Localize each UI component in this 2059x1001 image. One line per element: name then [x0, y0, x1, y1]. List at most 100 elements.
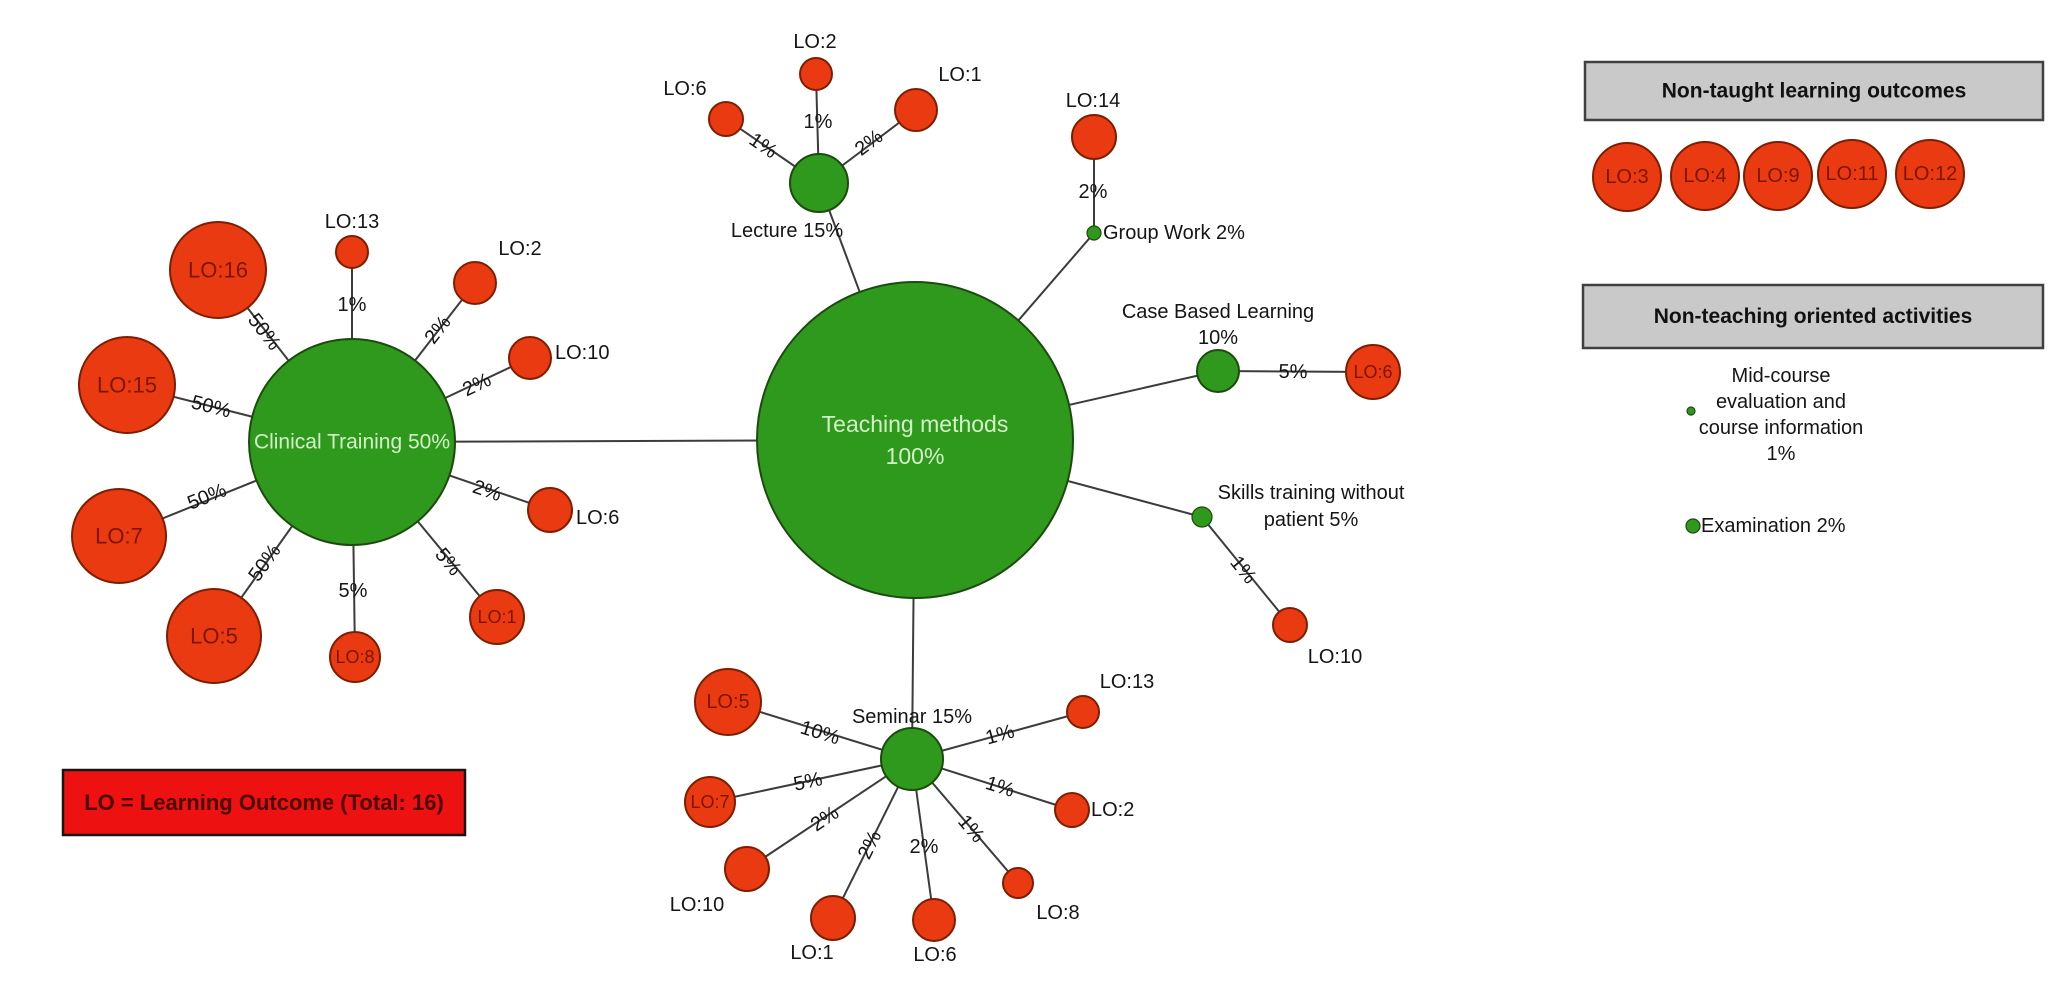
node-skills-training [1191, 506, 1213, 528]
edge-label-seminar--lo13-seminar: 1% [983, 720, 1017, 749]
node-label-lo10-clinical: LO:10 [555, 342, 609, 364]
node-label-lo8-clinical: LO:8 [335, 647, 374, 667]
lo-abbreviation-note-text: LO = Learning Outcome (Total: 16) [84, 790, 444, 815]
node-lo13-clinical [335, 235, 369, 269]
node-label-seminar: Seminar 15% [852, 706, 972, 728]
edge-seminar--lo10-seminar [746, 758, 913, 870]
node-lo10-seminar [724, 846, 770, 892]
node-label-group-work: Group Work 2% [1103, 222, 1245, 244]
node-lo9-legend [1743, 141, 1813, 211]
node-case-based-learning [1196, 349, 1240, 393]
node-label-teaching-methods: Teaching methods 100% [822, 411, 1009, 469]
node-label-lo7-seminar: LO:7 [690, 792, 729, 812]
node-lo1-lecture [894, 88, 938, 132]
node-lo8-seminar [1002, 867, 1034, 899]
edge-label-lecture--lo2-lecture: 1% [804, 111, 833, 133]
edge-label-case-based-learning--lo6-cbl: 5% [1278, 361, 1307, 383]
node-lo13-seminar [1066, 695, 1100, 729]
node-label-lo12-legend: LO:12 [1903, 163, 1957, 185]
edge-label-clinical-training--lo2-clinical: 2% [420, 312, 455, 348]
edge-label-seminar--lo7-seminar: 5% [792, 768, 825, 796]
node-clinical-training [248, 338, 456, 546]
edge-label-seminar--lo6-seminar: 2% [910, 836, 939, 858]
node-label-lo6-cbl: LO:6 [1353, 362, 1392, 382]
node-label-lo7-clinical: LO:7 [95, 524, 143, 549]
node-label-lecture: Lecture 15% [731, 220, 844, 242]
node-lo16-clinical [169, 221, 267, 319]
node-label-lo10-skills: LO:10 [1308, 646, 1362, 668]
node-lo6-seminar [912, 898, 956, 942]
node-label-examination: Examination 2% [1701, 515, 1846, 537]
nodes-layer [61, 57, 2045, 942]
edge-skills-training--lo10-skills [1201, 516, 1291, 626]
node-lo14-group-work [1071, 114, 1117, 160]
node-teaching-methods [756, 281, 1074, 599]
node-lo11-legend [1817, 139, 1887, 209]
node-label-midcourse-evaluation: Mid-course evaluation and course informati… [1699, 365, 1864, 465]
node-lo5-clinical [166, 588, 262, 684]
node-label-lo8-seminar: LO:8 [1036, 902, 1079, 924]
edge-label-seminar--lo5-seminar: 10% [798, 717, 843, 750]
node-seminar [880, 727, 944, 791]
edge-label-clinical-training--lo5-clinical: 50% [244, 540, 285, 586]
node-label-lo1-seminar: LO:1 [790, 942, 833, 964]
labels-layer: Teaching methods 100% Clinical Training 50… [84, 31, 1972, 966]
node-lo7-seminar [684, 776, 736, 828]
edge-label-clinical-training--lo13-clinical: 1% [338, 294, 367, 316]
node-lo3-legend [1592, 142, 1662, 212]
node-label-lo6-seminar: LO:6 [913, 944, 956, 966]
edge-label-clinical-training--lo8-clinical: 5% [339, 580, 368, 602]
node-label-clinical-training: Clinical Training 50% [254, 431, 450, 454]
node-lo2-clinical [453, 261, 497, 305]
edge-label-group-work--lo14-group-work: 2% [1079, 181, 1108, 203]
non-teaching-header [1581, 283, 2045, 350]
node-label-lo14-group-work: LO:14 [1066, 90, 1120, 112]
node-label-lo9-legend: LO:9 [1756, 165, 1799, 187]
node-label-case-based-learning: Case Based Learning 10% [1122, 301, 1314, 349]
node-lo6-clinical [527, 487, 573, 533]
non-taught-header-text: Non-taught learning outcomes [1662, 80, 1967, 103]
edge-label-clinical-training--lo1-clinical: 5% [430, 544, 466, 580]
edge-label-seminar--lo10-seminar: 2% [807, 802, 843, 836]
node-lo2-seminar [1054, 792, 1090, 828]
non-taught-header [1583, 60, 2045, 122]
node-label-lo13-seminar: LO:13 [1100, 671, 1154, 693]
node-label-lo1-lecture: LO:1 [938, 64, 981, 86]
node-lo4-legend [1670, 141, 1740, 211]
node-lo7-clinical [71, 488, 167, 584]
node-label-lo15-clinical: LO:15 [97, 373, 157, 398]
edge-label-clinical-training--lo10-clinical: 2% [459, 369, 495, 401]
node-group-work [1086, 225, 1102, 241]
edge-label-clinical-training--lo7-clinical: 50% [184, 479, 230, 514]
node-lecture [789, 153, 849, 213]
node-lo6-lecture [708, 101, 744, 137]
node-lo10-skills [1272, 607, 1308, 643]
edge-label-clinical-training--lo15-clinical: 50% [189, 391, 233, 422]
node-label-skills-training: Skills training without patient 5% [1218, 482, 1405, 531]
node-label-lo13-clinical: LO:13 [325, 211, 379, 233]
node-label-lo1-clinical: LO:1 [477, 607, 516, 627]
node-label-lo16-clinical: LO:16 [188, 258, 248, 283]
node-lo6-cbl [1345, 344, 1401, 400]
node-label-lo2-clinical: LO:2 [498, 238, 541, 260]
node-label-lo2-lecture: LO:2 [793, 31, 836, 53]
edge-label-lecture--lo6-lecture: 1% [745, 129, 781, 164]
node-lo2-lecture [799, 57, 833, 91]
node-label-lo5-seminar: LO:5 [706, 691, 749, 713]
node-label-lo6-lecture: LO:6 [663, 78, 706, 100]
edge-label-seminar--lo2-seminar: 1% [983, 772, 1017, 802]
node-lo12-legend [1895, 139, 1965, 209]
lo-abbreviation-note [61, 768, 467, 837]
node-label-lo6-clinical: LO:6 [576, 507, 619, 529]
node-label-lo5-clinical: LO:5 [190, 624, 238, 649]
node-label-lo4-legend: LO:4 [1683, 165, 1726, 187]
node-examination [1685, 518, 1701, 534]
node-label-lo2-seminar: LO:2 [1091, 799, 1134, 821]
node-lo10-clinical [508, 336, 552, 380]
node-midcourse-evaluation [1686, 406, 1696, 416]
node-lo8-clinical [329, 631, 381, 683]
node-label-lo10-seminar: LO:10 [670, 894, 724, 916]
node-label-lo11-legend: LO:11 [1826, 163, 1879, 185]
